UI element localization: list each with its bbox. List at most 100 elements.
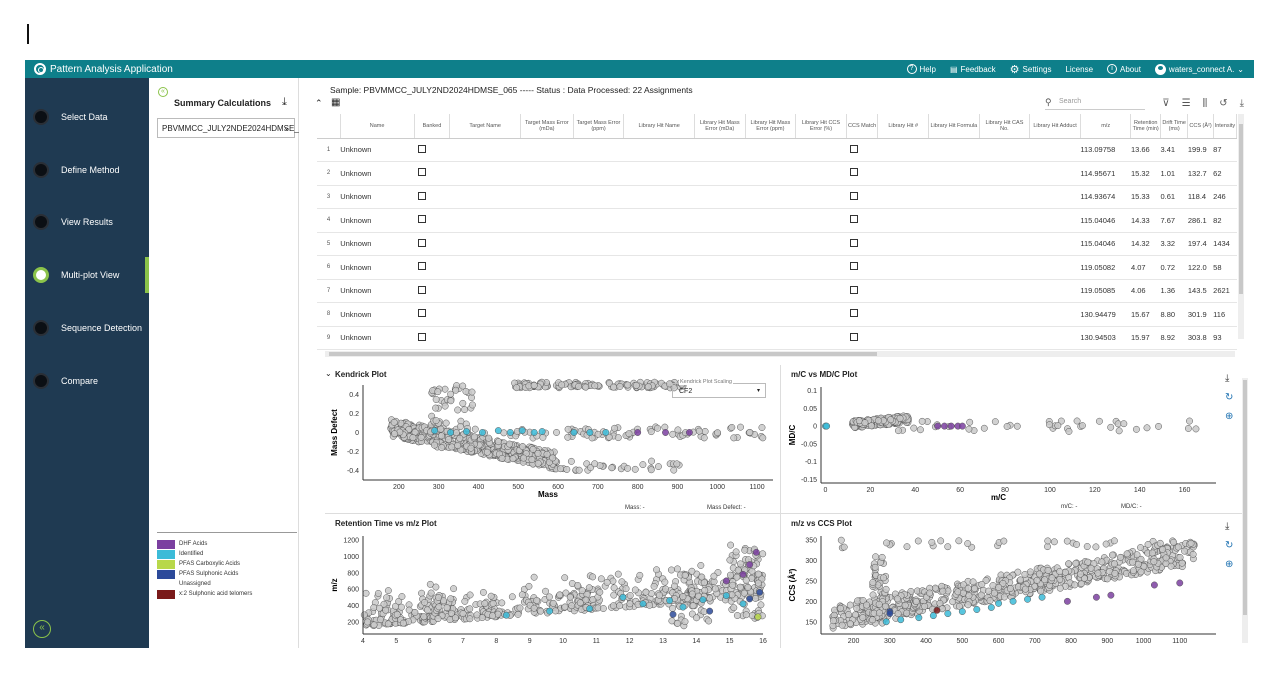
table-row[interactable]: 4 Unknown 115.04046 14.33 7.67 286.1 82 xyxy=(317,208,1237,233)
reset-zoom-icon[interactable]: ↻ xyxy=(1225,540,1234,551)
banked-checkbox[interactable] xyxy=(418,262,426,271)
banked-checkbox[interactable] xyxy=(418,285,426,294)
download-icon[interactable]: ⤓ xyxy=(1225,521,1230,532)
history-icon[interactable]: ↺ xyxy=(1219,98,1228,109)
ccs-match-checkbox[interactable] xyxy=(850,262,859,271)
column-header-library-hit-number[interactable]: Library Hit # xyxy=(877,114,930,139)
banked-checkbox[interactable] xyxy=(418,191,426,200)
legend-item[interactable]: Unassigned xyxy=(157,579,297,589)
column-header-target-mass-error-ppm[interactable]: Target Mass Error (ppm) xyxy=(573,114,625,139)
banked-checkbox[interactable] xyxy=(418,168,426,177)
kendrick-scaling-label: Kendrick Plot Scaling xyxy=(679,379,733,385)
ccs-match-checkbox[interactable] xyxy=(850,332,859,341)
table-row[interactable]: 5 Unknown 115.04046 14.32 3.32 197.4 1434 xyxy=(317,232,1237,256)
nav-item-view-results[interactable]: View Results xyxy=(25,204,149,240)
table-row[interactable]: 3 Unknown 114.93674 15.33 0.61 118.4 246 xyxy=(317,185,1237,209)
rt-plot-canvas[interactable]: 4 5 6 7 8 9 10 11 12 13 14 15 16 1200 1000 800 600 400 200… xyxy=(325,514,780,648)
kendrick-scaling-select[interactable]: Kendrick Plot Scaling CF2 ▾ xyxy=(672,379,766,398)
download-icon[interactable]: ⤓ xyxy=(1239,98,1244,109)
ccs-match-checkbox[interactable] xyxy=(850,309,859,318)
table-horizontal-scrollbar[interactable] xyxy=(325,351,1235,357)
column-header-library-hit-ccs-error[interactable]: Library Hit CCS Error (%) xyxy=(795,114,847,139)
ccs-match-checkbox[interactable] xyxy=(850,191,859,200)
collapse-panel-icon[interactable]: « xyxy=(158,87,168,97)
data-point xyxy=(1038,593,1046,601)
legend-item[interactable]: Identified xyxy=(157,549,297,559)
data-point xyxy=(450,585,458,593)
column-header-ccs-match[interactable]: CCS Match xyxy=(846,114,879,139)
column-header-mz[interactable]: m/z xyxy=(1080,114,1132,139)
search-input[interactable]: ⚲ Search xyxy=(1045,97,1145,110)
settings-button[interactable]: ⚙ Settings xyxy=(1010,63,1052,76)
legend-item[interactable]: DHF Acids xyxy=(157,539,297,549)
column-header-drift-time[interactable]: Drift Time (ms) xyxy=(1160,114,1189,139)
ccs-match-checkbox[interactable] xyxy=(850,168,859,177)
cell-retention-time: 15.32 xyxy=(1130,161,1161,186)
column-header-library-hit-mass-error-mda[interactable]: Library Hit Mass Error (mDa) xyxy=(694,114,746,139)
banked-checkbox[interactable] xyxy=(418,215,426,224)
feedback-button[interactable]: ▤ Feedback xyxy=(950,65,996,74)
plots-vertical-scrollbar[interactable] xyxy=(1242,378,1248,643)
download-icon[interactable]: ⤓ xyxy=(282,96,287,108)
ccs-match-checkbox[interactable] xyxy=(850,238,859,247)
data-point xyxy=(390,418,398,426)
help-button[interactable]: ? Help xyxy=(906,64,936,74)
collapse-down-icon[interactable]: ⌄ xyxy=(325,369,332,378)
legend-item[interactable]: PFAS Carboxylic Acids xyxy=(157,559,297,569)
column-header-banked[interactable]: Banked xyxy=(414,114,451,139)
filter-icon[interactable]: ⊽ xyxy=(1162,98,1170,109)
column-header-name[interactable]: Name xyxy=(340,114,415,139)
sort-icon[interactable]: ☰ xyxy=(1181,98,1191,109)
table-row[interactable]: 8 Unknown 130.94479 15.67 8.80 301.9 116 xyxy=(317,302,1237,327)
license-link[interactable]: License xyxy=(1065,64,1094,74)
table-row[interactable]: 6 Unknown 119.05082 4.07 0.72 122.0 58 xyxy=(317,255,1237,280)
y-tick-label: -0.2 xyxy=(347,449,359,456)
view-toggle-icon[interactable]: ▦ xyxy=(331,97,341,108)
download-icon[interactable]: ⤓ xyxy=(1225,373,1230,384)
collapse-up-icon[interactable]: ⌃ xyxy=(315,98,323,108)
table-row[interactable]: 1 Unknown 113.09758 13.66 3.41 199.9 87 xyxy=(317,138,1237,162)
column-header-retention-time[interactable]: Retention Time (min) xyxy=(1130,114,1161,139)
column-header-target-mass-error-mda[interactable]: Target Mass Error (mDa) xyxy=(520,114,574,139)
nav-item-define-method[interactable]: Define Method xyxy=(25,152,149,188)
zoom-in-icon[interactable]: ⊕ xyxy=(1225,411,1234,422)
table-row[interactable]: 7 Unknown 119.05085 4.06 1.36 143.5 2621 xyxy=(317,279,1237,303)
column-header-library-hit-mass-error-ppm[interactable]: Library Hit Mass Error (ppm) xyxy=(745,114,797,139)
nav-item-sequence-detection[interactable]: Sequence Detection xyxy=(25,310,149,346)
legend-item[interactable]: PFAS Sulphonic Acids xyxy=(157,569,297,579)
banked-checkbox[interactable] xyxy=(418,332,426,341)
nav-item-select-data[interactable]: Select Data xyxy=(25,99,149,135)
nav-item-compare[interactable]: Compare xyxy=(25,363,149,399)
ccs-match-checkbox[interactable] xyxy=(850,144,859,153)
data-point xyxy=(391,430,399,438)
mc-plot-canvas[interactable]: 0 20 40 60 80 100 120 140 160 0.1 0.05 0 -0.05 -0.1 -0… xyxy=(781,365,1226,513)
banked-checkbox[interactable] xyxy=(418,144,426,153)
banked-checkbox[interactable] xyxy=(418,238,426,247)
ccs-match-checkbox[interactable] xyxy=(850,215,859,224)
column-header-library-hit-adduct[interactable]: Library Hit Adduct xyxy=(1029,114,1081,139)
column-header-library-hit-name[interactable]: Library Hit Name xyxy=(623,114,695,139)
columns-icon[interactable]: ⫼ xyxy=(1202,98,1208,109)
user-menu[interactable]: waters_connect A. ⌄ xyxy=(1154,63,1244,75)
collapse-nav-button[interactable]: « xyxy=(33,620,51,638)
ccs-match-checkbox[interactable] xyxy=(850,285,859,294)
column-header-ccs[interactable]: CCS (Å²) xyxy=(1187,114,1214,139)
reset-zoom-icon[interactable]: ↻ xyxy=(1225,392,1234,403)
nav-item-multi-plot-view[interactable]: Multi-plot View xyxy=(25,257,149,293)
legend-item[interactable]: x:2 Sulphonic acid telomers xyxy=(157,589,297,599)
about-button[interactable]: i About xyxy=(1107,64,1141,74)
column-header-library-hit-formula[interactable]: Library Hit Formula xyxy=(928,114,980,139)
column-header-intensity[interactable]: Intensity xyxy=(1213,114,1238,139)
column-header-library-hit-cas[interactable]: Library Hit CAS No. xyxy=(979,114,1031,139)
banked-checkbox[interactable] xyxy=(418,309,426,318)
column-header-target-name[interactable]: Target Name xyxy=(449,114,521,139)
table-vertical-scrollbar[interactable] xyxy=(1238,114,1244,339)
nav-item-label: View Results xyxy=(61,217,113,227)
table-row[interactable]: 2 Unknown 114.95671 15.32 1.01 132.7 62 xyxy=(317,161,1237,186)
ccs-plot-canvas[interactable]: 200 300 400 500 600 700 800 900 1000 1100 350 300 25… xyxy=(781,514,1226,648)
sample-select[interactable]: PBVMMCC_JULY2NDE2024HDMSE_ ⌄ xyxy=(157,118,299,138)
zoom-in-icon[interactable]: ⊕ xyxy=(1225,559,1234,570)
kendrick-plot-canvas[interactable]: 200 300 400 500 600 700 800 900 1000 1100 0.4 0.2 0 -… xyxy=(325,365,780,513)
table-row[interactable]: 9 Unknown 130.94503 15.97 8.92 303.8 93 xyxy=(317,326,1237,350)
table-cell xyxy=(694,279,746,303)
